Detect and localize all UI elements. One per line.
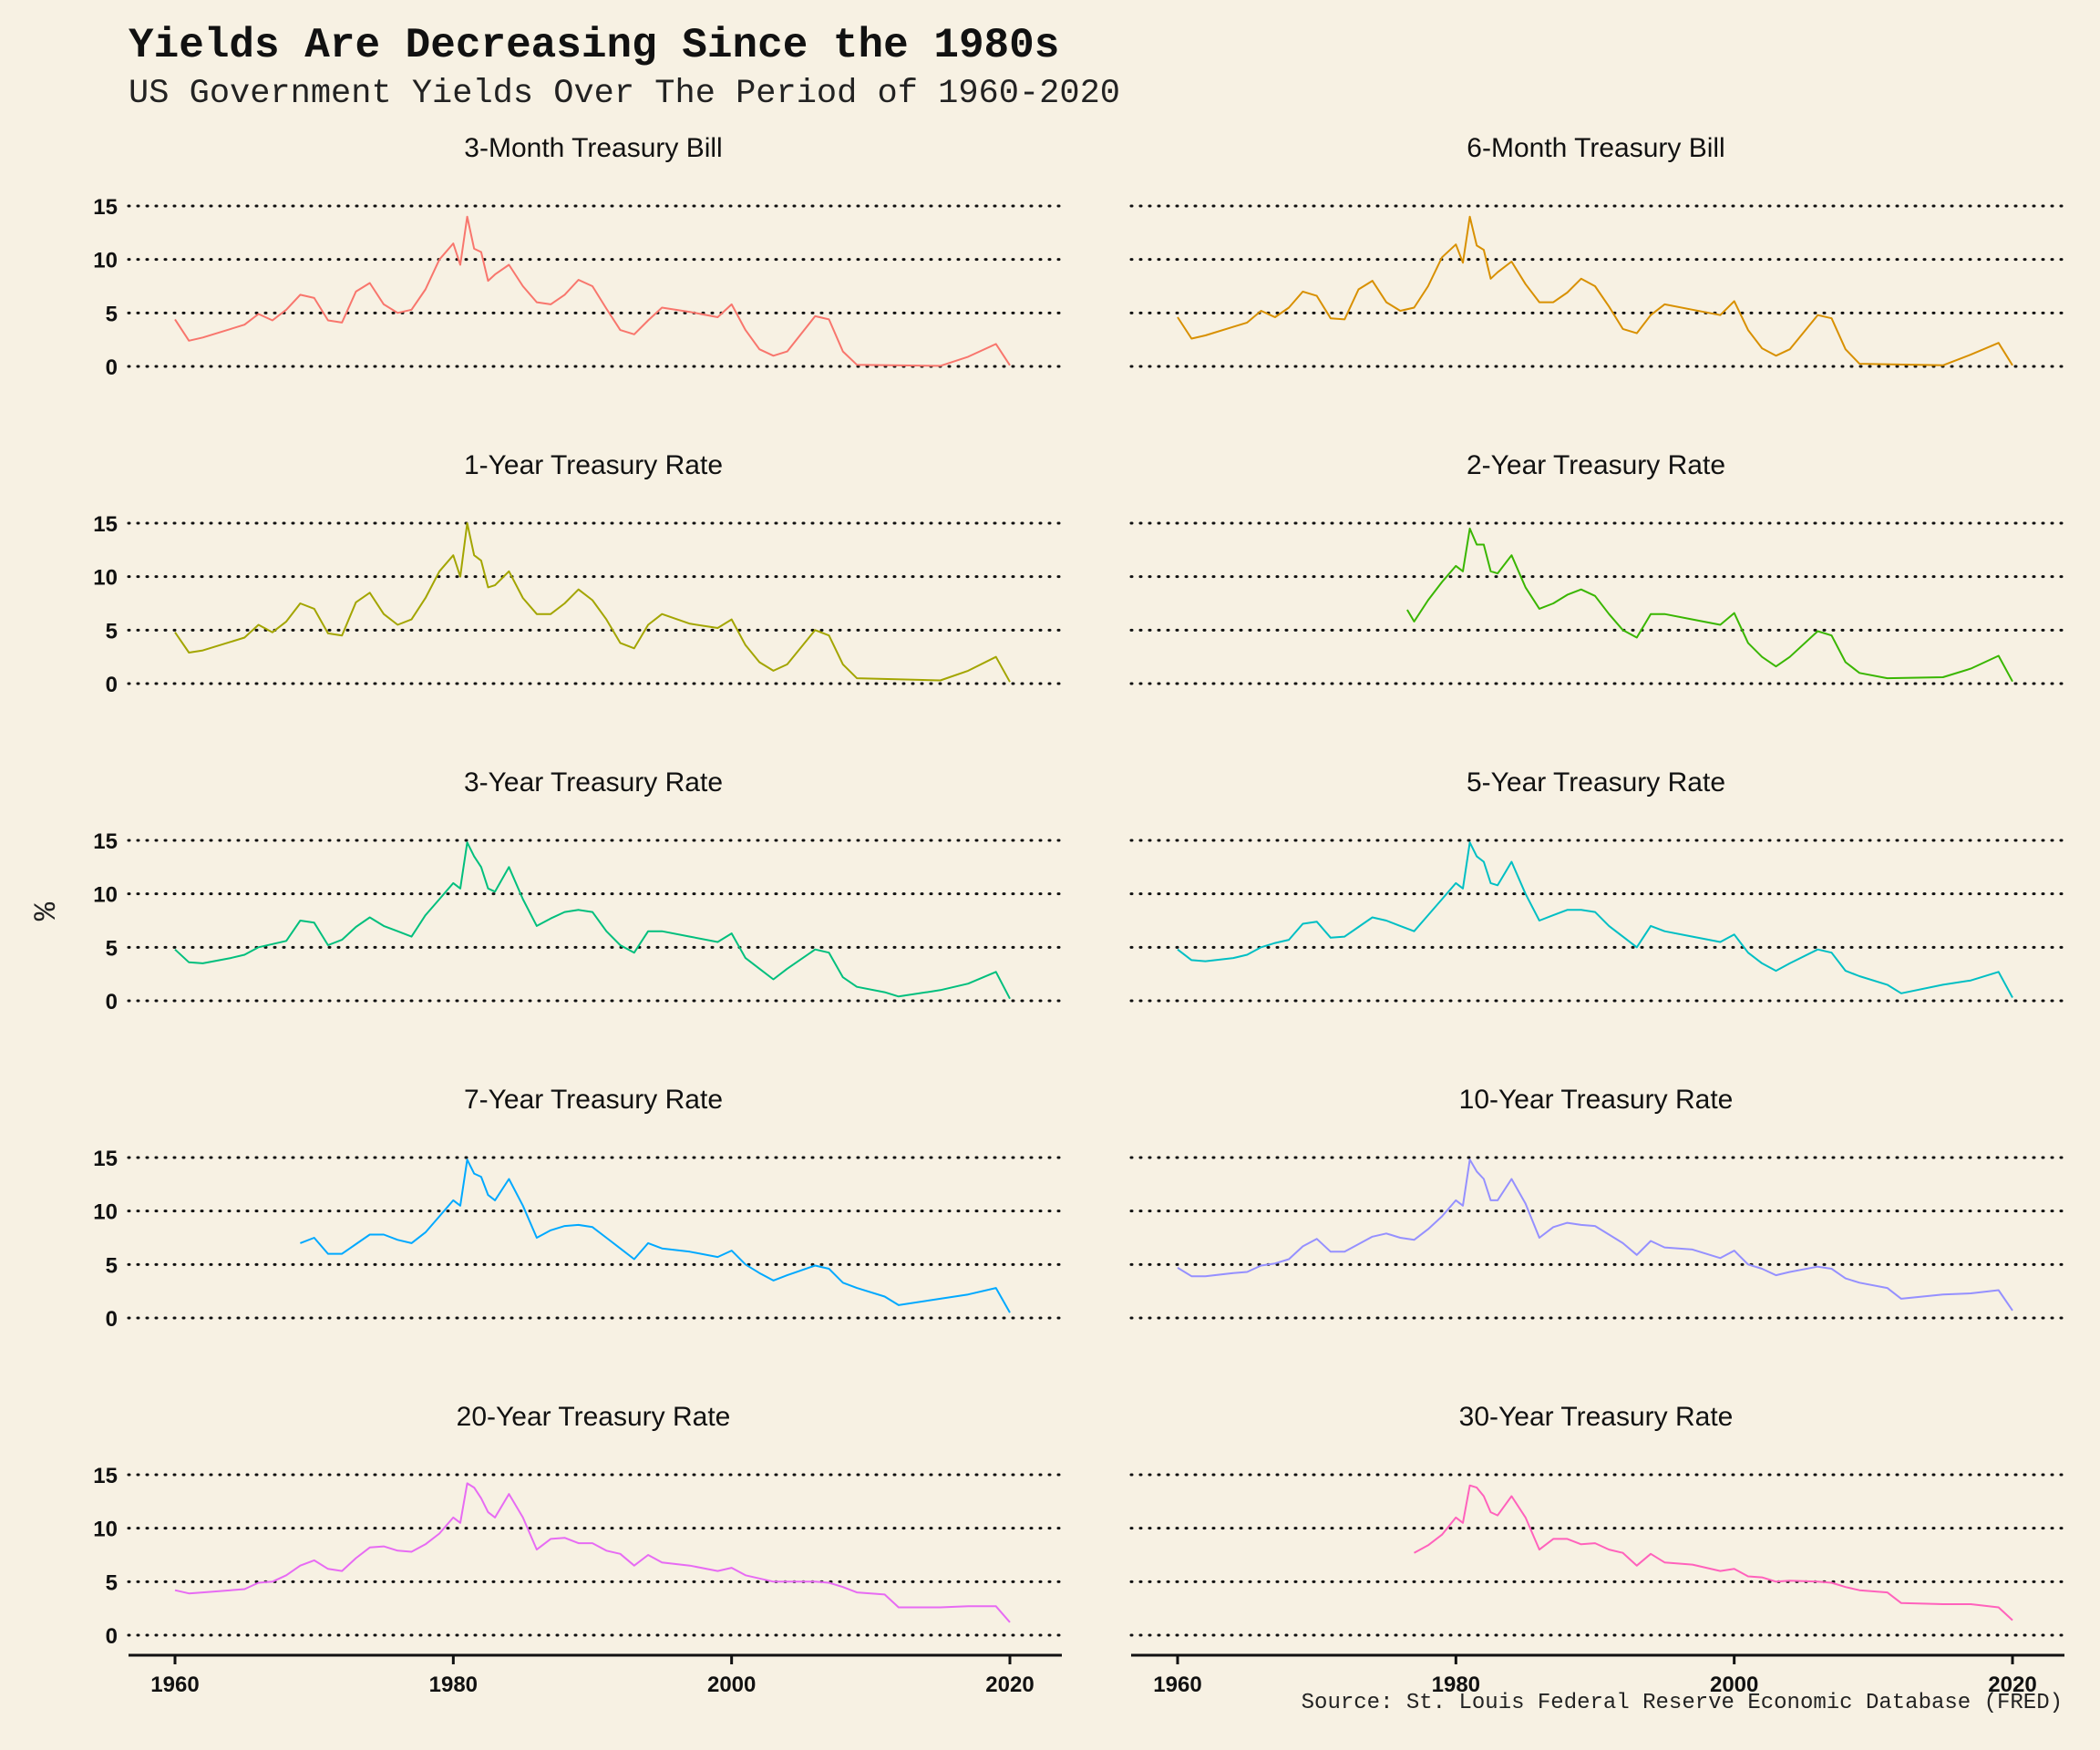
y-tick-label: 5 <box>106 936 118 961</box>
series-line <box>174 215 1011 367</box>
panel-title: 6-Month Treasury Bill <box>1467 133 1724 163</box>
series-line <box>174 522 1011 683</box>
series-line <box>1177 215 2013 366</box>
y-tick-label: 15 <box>93 829 118 854</box>
panel-title: 5-Year Treasury Rate <box>1467 767 1725 798</box>
y-tick-label: 15 <box>93 1464 118 1488</box>
y-tick-label: 10 <box>93 1200 118 1225</box>
panel-title: 30-Year Treasury Rate <box>1459 1402 1734 1432</box>
y-tick-label: 10 <box>93 1518 118 1542</box>
y-tick-label: 0 <box>106 1624 118 1649</box>
x-tick-label: 1960 <box>150 1673 199 1697</box>
x-tick-label: 1960 <box>1153 1673 1201 1697</box>
y-tick-label: 0 <box>106 355 118 380</box>
y-tick-label: 10 <box>93 883 118 908</box>
chart-caption: Source: St. Louis Federal Reserve Econom… <box>1301 1691 2063 1715</box>
series-line <box>1177 1158 2013 1312</box>
y-tick-label: 15 <box>93 1147 118 1171</box>
x-tick-label: 2020 <box>1988 1673 2036 1697</box>
panel-title: 3-Month Treasury Bill <box>464 133 722 163</box>
y-tick-label: 5 <box>106 1253 118 1278</box>
panel-title: 3-Year Treasury Rate <box>464 767 723 798</box>
y-tick-label: 5 <box>106 1570 118 1595</box>
panel-title: 7-Year Treasury Rate <box>464 1085 723 1115</box>
series-line <box>1414 1484 2013 1621</box>
x-tick-label: 1980 <box>429 1673 478 1697</box>
panel-title: 2-Year Treasury Rate <box>1467 450 1725 480</box>
panel-title: 10-Year Treasury Rate <box>1459 1085 1734 1115</box>
y-tick-label: 15 <box>93 512 118 537</box>
series-line <box>300 1158 1011 1313</box>
series-line <box>1406 527 2013 683</box>
x-tick-label: 2000 <box>707 1673 756 1697</box>
series-line <box>174 841 1011 1000</box>
y-tick-label: 5 <box>106 619 118 643</box>
chart-title: Yields Are Decreasing Since the 1980s <box>129 22 1060 69</box>
y-tick-label: 10 <box>93 566 118 591</box>
panel-title: 20-Year Treasury Rate <box>457 1402 731 1432</box>
y-tick-label: 0 <box>106 1307 118 1332</box>
series-line <box>174 1482 1011 1623</box>
panel-title: 1-Year Treasury Rate <box>464 450 723 480</box>
y-tick-label: 5 <box>106 302 118 326</box>
series-line <box>1177 841 2013 998</box>
x-tick-label: 1980 <box>1432 1673 1480 1697</box>
y-axis-label: % <box>30 901 65 921</box>
y-tick-label: 0 <box>106 673 118 697</box>
y-tick-label: 15 <box>93 195 118 220</box>
y-tick-label: 0 <box>106 990 118 1014</box>
chart-subtitle: US Government Yields Over The Period of … <box>129 75 1120 113</box>
x-tick-label: 2020 <box>985 1673 1034 1697</box>
x-tick-label: 2000 <box>1710 1673 1758 1697</box>
y-tick-label: 10 <box>93 249 118 273</box>
